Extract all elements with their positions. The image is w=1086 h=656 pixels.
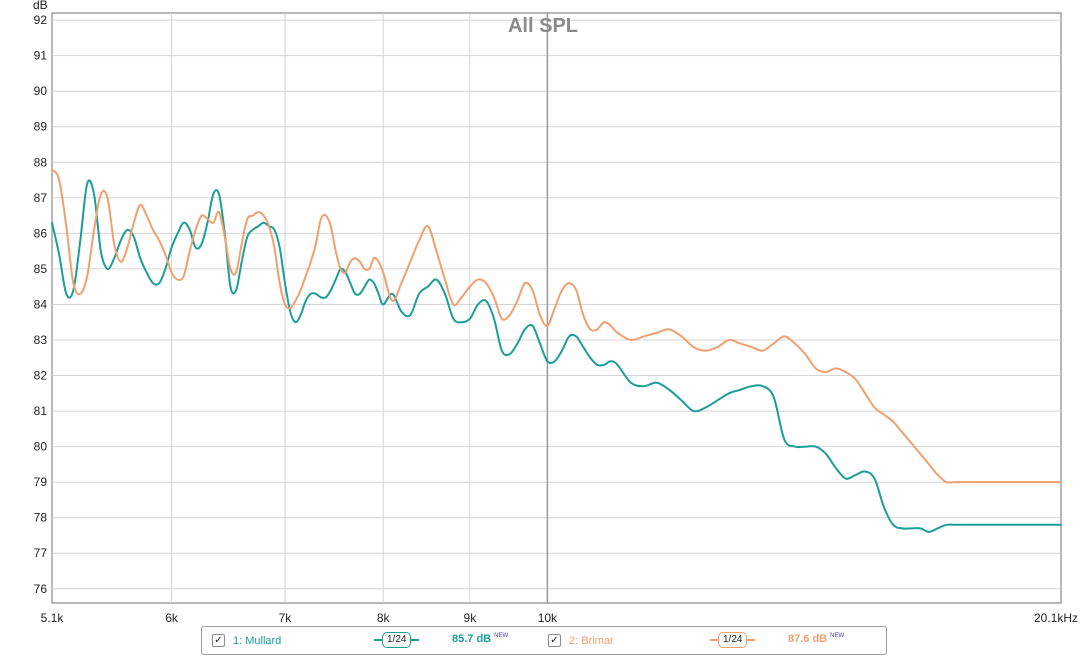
plot-area: [51, 12, 1062, 604]
series-layer: [51, 168, 1062, 533]
y-tick-label: 84: [34, 297, 48, 311]
mullard-smoothing-value: 1/24: [382, 632, 412, 648]
y-axis-unit-label: dB: [33, 0, 48, 12]
chart-title: All SPL: [508, 15, 578, 37]
brimar-level-readout: 87.6 dB NEW: [788, 633, 844, 645]
brimar-series-label: 2: Brimar: [569, 634, 614, 647]
x-tick-label: 20.1kHz: [1034, 611, 1078, 625]
series-line-brimar: [51, 168, 1062, 484]
brimar-smoothing-control[interactable]: 1/24: [710, 631, 756, 649]
y-tick-label: 82: [34, 369, 48, 383]
brimar-visibility-checkbox[interactable]: ✓: [548, 634, 561, 647]
x-tick-label: 9k: [464, 611, 478, 625]
x-tick-label: 6k: [165, 611, 179, 625]
brimar-line-swatch: [710, 639, 718, 641]
legend-panel: ✓ 1: Mullard 1/24 85.7 dB NEW ✓ 2: Brimar…: [201, 626, 887, 655]
legend-item-mullard: ✓ 1: Mullard: [212, 627, 281, 654]
y-tick-label: 86: [34, 226, 48, 240]
mullard-line-swatch-right: [411, 639, 420, 641]
brimar-smoothing-value: 1/24: [718, 632, 748, 648]
y-tick-label: 90: [34, 84, 48, 98]
y-tick-label: 91: [34, 49, 48, 63]
mullard-visibility-checkbox[interactable]: ✓: [212, 634, 225, 647]
y-tick-label: 76: [34, 582, 48, 596]
mullard-new-badge: NEW: [494, 633, 509, 640]
y-tick-label: 88: [34, 155, 48, 169]
y-tick-label: 78: [34, 511, 48, 525]
y-tick-label: 92: [34, 13, 48, 27]
x-tick-label: 10k: [538, 611, 558, 625]
y-tick-label: 77: [34, 546, 48, 560]
x-tick-label: 8k: [377, 611, 391, 625]
brimar-line-swatch-right: [747, 639, 756, 641]
series-line-mullard: [51, 179, 1062, 533]
mullard-smoothing-control[interactable]: 1/24: [374, 631, 420, 649]
mullard-line-swatch: [374, 639, 382, 641]
y-tick-label: 81: [34, 404, 48, 418]
brimar-level-value: 87.6 dB: [788, 633, 828, 645]
y-tick-label: 87: [34, 191, 48, 205]
mullard-series-label: 1: Mullard: [233, 634, 282, 647]
mullard-level-readout: 85.7 dB NEW: [452, 633, 508, 645]
legend-item-brimar: ✓ 2: Brimar: [548, 627, 614, 654]
y-tick-label: 85: [34, 262, 48, 276]
brimar-new-badge: NEW: [830, 633, 845, 640]
x-tick-label: 5.1k: [41, 611, 65, 625]
y-tick-label: 79: [34, 475, 48, 489]
x-tick-label: 7k: [279, 611, 293, 625]
y-tick-label: 83: [34, 333, 48, 347]
y-tick-label: 80: [34, 440, 48, 454]
tick-layer: 76 77 78 79 80 81 82 83 84 85 86 87 88 89 90 91 92 5.1k 6k…: [34, 13, 1078, 625]
y-tick-label: 89: [34, 120, 48, 134]
mullard-level-value: 85.7 dB: [452, 633, 492, 645]
